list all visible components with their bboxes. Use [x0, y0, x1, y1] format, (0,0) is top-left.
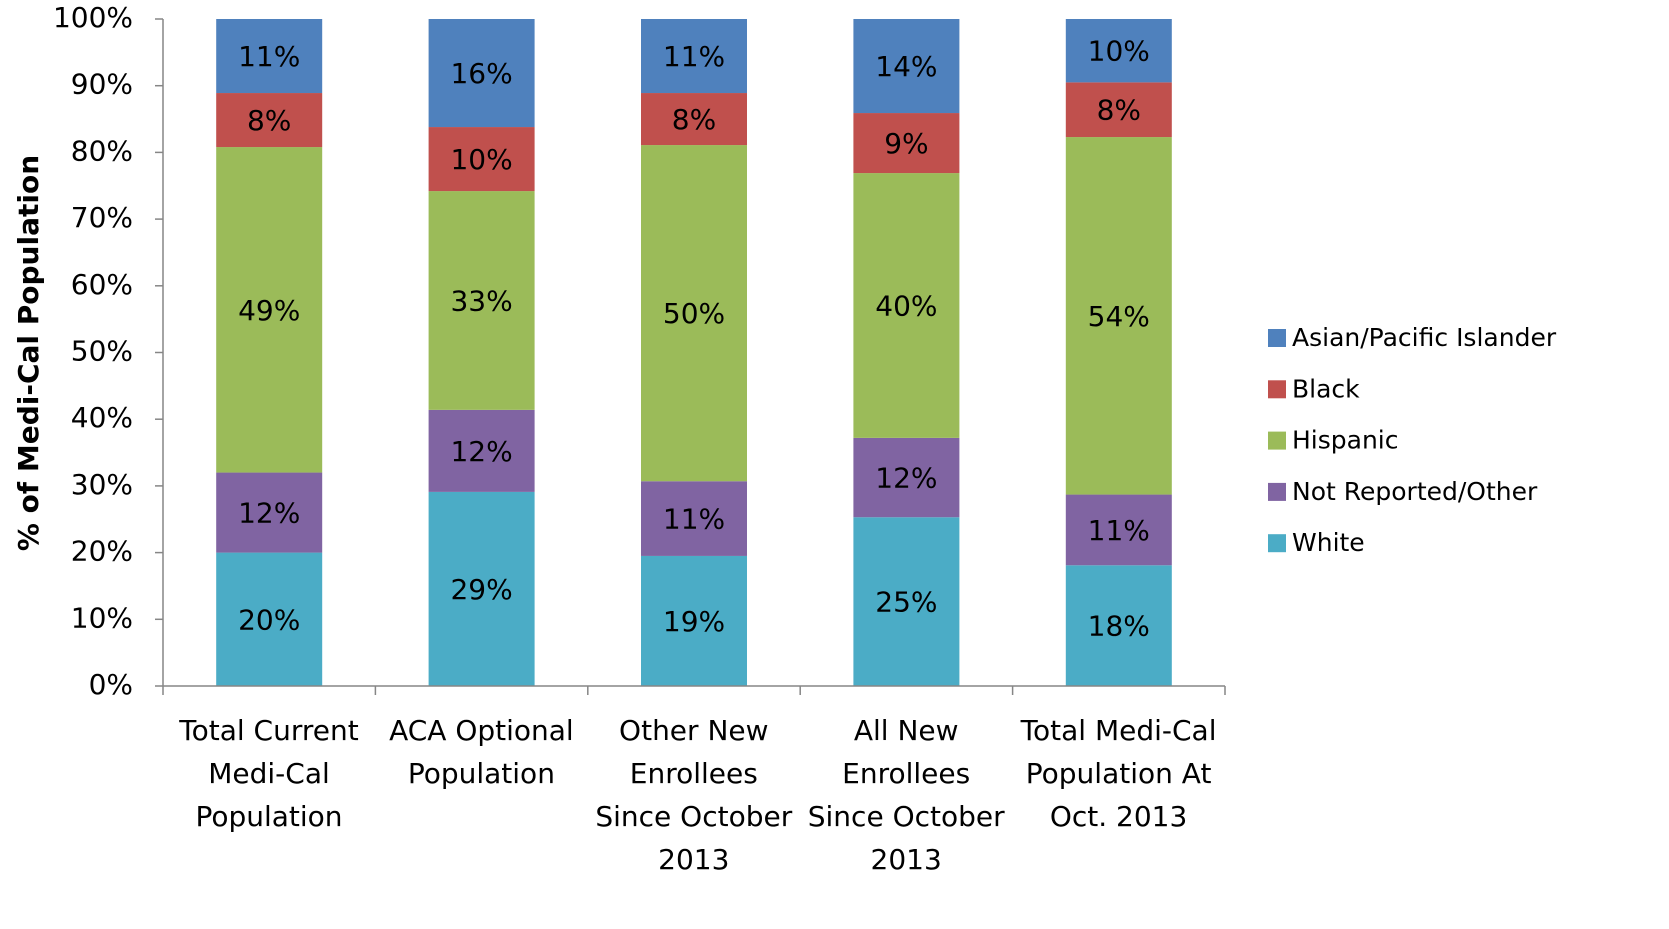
data-label: 12% [875, 462, 937, 495]
legend-label: Black [1292, 374, 1360, 403]
data-label: 8% [1097, 94, 1141, 127]
bar-segment [428, 491, 535, 686]
bar-segment [1065, 494, 1172, 566]
bar-segment [641, 19, 747, 94]
legend-label: Hispanic [1292, 426, 1399, 455]
x-tick-label: Total Current Medi-Cal Population [179, 714, 359, 833]
bar-segment [853, 19, 960, 114]
bar-segment [216, 19, 323, 94]
data-label: 20% [238, 603, 300, 636]
data-label: 9% [884, 127, 928, 160]
legend-swatch [1268, 431, 1286, 450]
data-label: 25% [875, 586, 937, 619]
legend-swatch [1268, 380, 1286, 399]
data-label: 8% [247, 104, 291, 137]
bar-segment [853, 173, 960, 438]
bar-segment [1065, 565, 1172, 686]
y-tick-label: 60% [71, 268, 133, 301]
data-label: 10% [1088, 35, 1150, 68]
data-label: 40% [875, 289, 937, 322]
y-tick-label: 80% [71, 134, 133, 167]
x-tick-label: ACA Optional Population [389, 714, 574, 790]
x-tick-label: Total Medi-Cal Population At Oct. 2013 [1020, 714, 1217, 833]
bar-segment [853, 517, 960, 686]
data-label: 29% [450, 573, 512, 606]
bar-segment [641, 145, 747, 482]
data-label: 10% [450, 143, 512, 176]
y-tick-label: 90% [71, 68, 133, 101]
data-label: 11% [663, 503, 725, 536]
legend-swatch [1268, 329, 1286, 347]
data-label: 19% [663, 605, 725, 638]
y-tick-label: 30% [71, 468, 133, 501]
data-label: 12% [450, 435, 512, 468]
legend-label: Not Reported/Other [1292, 477, 1538, 506]
data-label: 16% [450, 57, 512, 90]
x-tick-label: Other New Enrollees Since October 2013 [595, 714, 793, 876]
data-label: 33% [450, 284, 512, 317]
data-label: 18% [1088, 610, 1150, 643]
x-tick-label: All New Enrollees Since October 2013 [807, 714, 1005, 876]
bar-segment [428, 127, 535, 192]
data-label: 11% [663, 40, 725, 73]
data-label: 11% [238, 40, 300, 73]
legend-swatch [1268, 534, 1286, 553]
y-tick-label: 70% [71, 201, 133, 234]
data-label: 8% [672, 103, 716, 136]
bar-segment [853, 437, 960, 518]
data-label: 54% [1088, 300, 1150, 333]
bar-segment [216, 93, 323, 148]
bar-segment [641, 93, 747, 146]
bar-segment [216, 147, 323, 473]
bar-segment [1065, 19, 1172, 83]
y-tick-label: 10% [71, 601, 133, 634]
legend-label: Asian/Pacific Islander [1292, 323, 1557, 352]
bar-segment [1065, 82, 1172, 138]
bar-segment [216, 472, 323, 553]
bar-segment [641, 555, 747, 686]
y-tick-label: 40% [71, 401, 133, 434]
bar-segment [641, 481, 747, 556]
bar-segment [428, 409, 535, 492]
data-label: 14% [875, 50, 937, 83]
bar-segment [428, 19, 535, 128]
data-label: 49% [238, 294, 300, 327]
y-tick-label: 0% [89, 668, 133, 701]
bar-segment [216, 552, 323, 686]
y-tick-label: 50% [71, 335, 133, 368]
data-label: 50% [663, 297, 725, 330]
bar-segment [1065, 137, 1172, 495]
legend-label: White [1292, 528, 1365, 557]
legend-swatch [1268, 482, 1286, 501]
data-label: 12% [238, 497, 300, 530]
bar-segment [428, 191, 535, 410]
data-label: 11% [1088, 514, 1150, 547]
y-axis-title: % of Medi-Cal Population [12, 155, 45, 551]
y-tick-label: 100% [53, 1, 133, 34]
bar-segment [853, 113, 960, 174]
y-tick-label: 20% [71, 535, 133, 568]
